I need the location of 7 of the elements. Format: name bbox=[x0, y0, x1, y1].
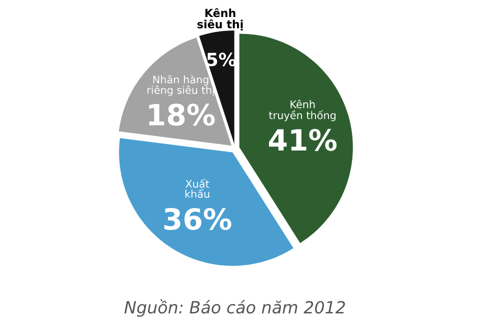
data-label: 18% bbox=[149, 104, 215, 126]
slice-label: Kênh siêu thị bbox=[197, 8, 243, 31]
data-label: 36% bbox=[164, 208, 232, 230]
slice-label: Kênh truyền thống bbox=[269, 100, 336, 122]
slice-label: Xuất khẩu bbox=[185, 178, 210, 198]
data-label: 41% bbox=[268, 128, 337, 151]
text: Nguồn: Báo cáo năm 2012 bbox=[124, 299, 345, 317]
